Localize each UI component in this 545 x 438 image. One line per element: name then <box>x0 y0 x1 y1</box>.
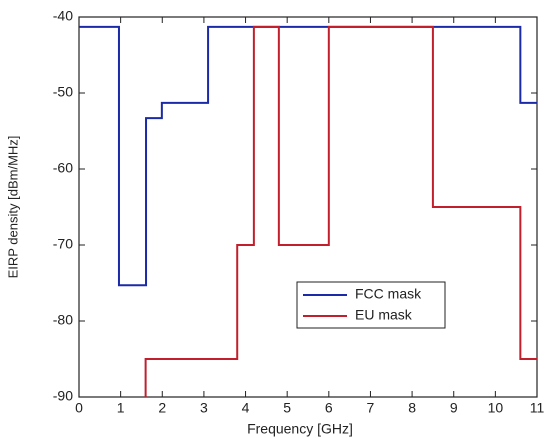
legend-label: EU mask <box>355 307 413 323</box>
plot-frame <box>78 16 538 398</box>
x-tick-label: 1 <box>117 400 125 416</box>
x-tick-label: 8 <box>408 400 416 416</box>
x-tick-label: 3 <box>200 400 208 416</box>
x-tick-label: 5 <box>283 400 291 416</box>
x-axis-label: Frequency [GHz] <box>247 421 353 437</box>
x-tick-label: 7 <box>367 400 375 416</box>
y-tick-label: -50 <box>53 84 73 100</box>
series-line <box>144 25 537 397</box>
y-tick-label: -40 <box>53 8 73 24</box>
y-tick-label: -90 <box>53 388 73 404</box>
x-tick-label: 2 <box>158 400 166 416</box>
legend-label: FCC mask <box>355 286 422 302</box>
y-tick-label: -60 <box>53 160 73 176</box>
y-axis-label: EIRP density [dBm/MHz] <box>5 136 20 279</box>
x-tick-label: 10 <box>488 400 504 416</box>
x-tick-label: 4 <box>242 400 250 416</box>
x-tick-label: 11 <box>530 400 545 416</box>
series-line <box>79 25 537 287</box>
x-tick-label: 6 <box>325 400 333 416</box>
legend-box <box>296 281 446 329</box>
x-tick-label: 9 <box>450 400 458 416</box>
y-tick-label: -80 <box>53 312 73 328</box>
x-tick-label: 0 <box>75 400 83 416</box>
y-tick-label: -70 <box>53 236 73 252</box>
